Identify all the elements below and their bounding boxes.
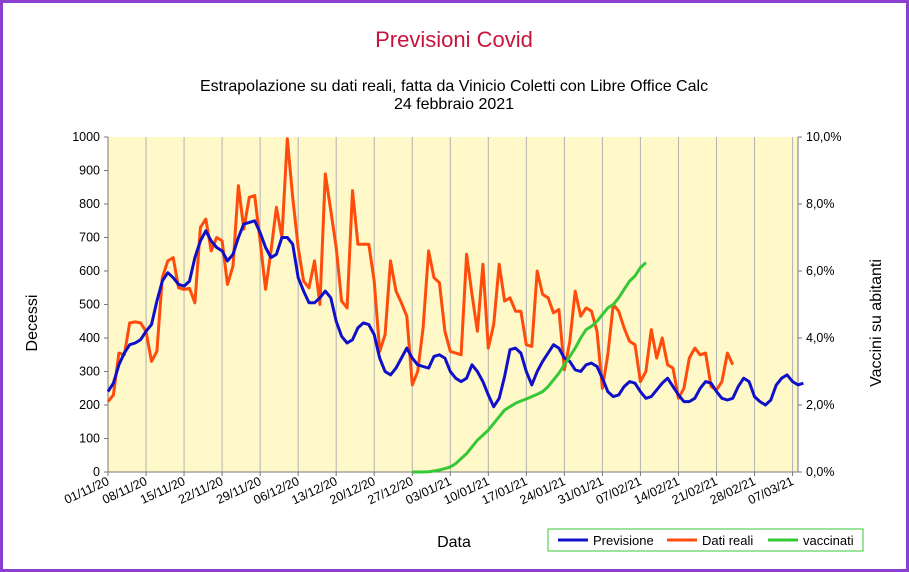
series-line-dati-reali [106, 137, 735, 403]
y-tick-label: 300 [79, 365, 100, 379]
chart-title: Previsioni Covid [375, 27, 533, 52]
x-axis-title: Data [437, 534, 471, 551]
y2-tick-label: 2,0% [806, 398, 835, 412]
x-tick-labels: 01/11/2008/11/2015/11/2022/11/2029/11/20… [62, 472, 796, 507]
y-tick-label: 200 [79, 398, 100, 412]
legend-label-vaccinati: vaccinati [803, 533, 854, 548]
y2-tick-label: 10,0% [806, 130, 841, 144]
y-tick-labels: 0 100 200 300 400 500 600 700 800 900 1000 [72, 130, 108, 479]
legend: Previsione Dati reali vaccinati [547, 528, 864, 552]
series-line-previsione [106, 219, 804, 409]
series-line-vaccinati [412, 261, 647, 474]
series-lines [106, 137, 804, 474]
y-tick-label: 600 [79, 264, 100, 278]
y-tick-label: 0 [93, 465, 100, 479]
y-tick-label: 1000 [72, 130, 100, 144]
y-tick-label: 100 [79, 432, 100, 446]
legend-label-previsione: Previsione [593, 533, 654, 548]
chart-subtitle-line2: 24 febbraio 2021 [394, 96, 514, 113]
y2-tick-label: 6,0% [806, 264, 835, 278]
legend-box [547, 528, 864, 552]
legend-label-dati-reali: Dati reali [702, 533, 753, 548]
y2-tick-label: 0,0% [806, 465, 835, 479]
y2-tick-label: 4,0% [806, 331, 835, 345]
y2-axis-title: Vaccini su abitanti [868, 259, 885, 387]
y2-tick-label: 8,0% [806, 197, 835, 211]
y-tick-label: 400 [79, 331, 100, 345]
y-tick-label: 500 [79, 298, 100, 312]
plot-area [108, 137, 798, 472]
y-axis-title: Decessi [24, 295, 41, 352]
y2-tick-labels: 0,0% 2,0% 4,0% 6,0% 8,0% 10,0% [798, 130, 841, 479]
y-tick-label: 900 [79, 164, 100, 178]
chart-subtitle-line1: Estrapolazione su dati reali, fatta da V… [200, 78, 708, 95]
y-tick-label: 800 [79, 197, 100, 211]
y-tick-label: 700 [79, 231, 100, 245]
